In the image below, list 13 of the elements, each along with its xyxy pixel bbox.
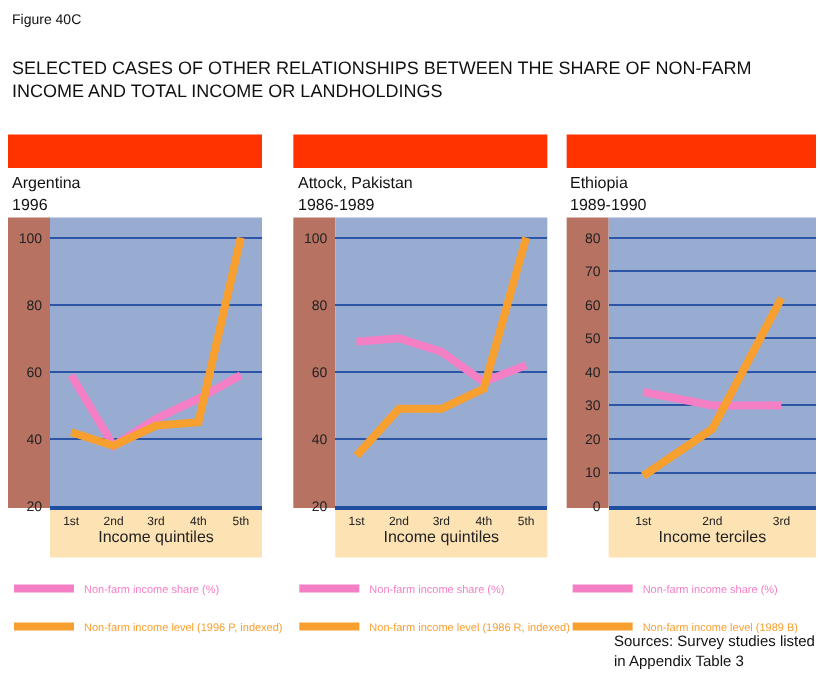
chart-title: Argentina [12,174,82,192]
chart-title: Attock, Pakistan [298,174,413,192]
line-series [67,233,245,450]
chart-title: Ethiopia [570,174,629,192]
text: SELECTED CASES OF OTHER RELATIONSHIPS BETWEEN THE SHARE OF NON-FARM INCOME AND TOTAL INCOME OR LANDHOLDINGS [12,58,752,102]
chart-subtitle: 1996 [12,196,49,214]
line-series [352,334,531,386]
line-series [352,233,531,460]
x-axis-title: Income quintiles [98,528,214,547]
x-axis-title: Income quintiles [383,528,500,547]
chart-subtitle: 1986-1989 [298,196,376,214]
chart-subtitle: 1989-1990 [570,196,648,214]
x-axis-title: Income terciles [658,528,767,547]
